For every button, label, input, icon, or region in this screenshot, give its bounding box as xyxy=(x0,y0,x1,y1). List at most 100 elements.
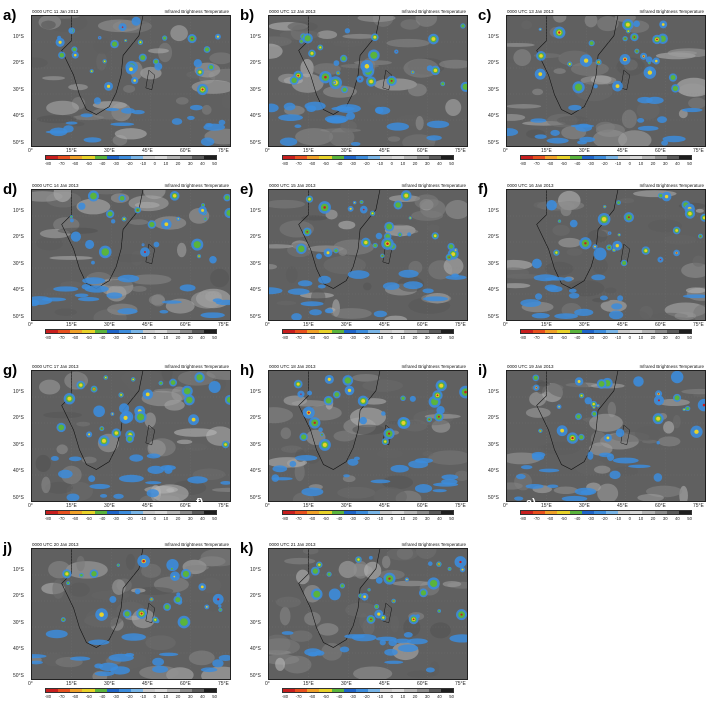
colorbar-swatch xyxy=(82,689,95,692)
colorbar-tick-label: 0 xyxy=(153,516,156,521)
colorbar-swatch xyxy=(58,156,71,159)
latitude-label: 20°S xyxy=(488,60,499,67)
colorbar-swatch xyxy=(307,330,320,333)
colorbar-tick-label: -70 xyxy=(58,516,65,521)
in-map-label: a) xyxy=(526,497,536,509)
colorbar-tick-label: 20 xyxy=(650,161,656,166)
longitude-label: 0° xyxy=(503,148,508,154)
panel-label: d) xyxy=(3,181,18,198)
colorbar-tick-label: -80 xyxy=(45,161,52,166)
colorbar-tick-label: 0 xyxy=(153,161,156,166)
colorbar-tick-label: 30 xyxy=(187,335,193,340)
colorbar-tick-label: -40 xyxy=(99,516,106,521)
colorbar-swatch xyxy=(143,156,156,159)
longitude-label: 45°E xyxy=(142,322,153,328)
latitude-label: 50°S xyxy=(13,672,24,679)
colorbar xyxy=(45,329,217,334)
colorbar-swatch xyxy=(46,689,59,692)
colorbar-tick-label: 0 xyxy=(628,516,631,521)
latitude-label: 40°S xyxy=(13,113,24,120)
colorbar-tick-label: -40 xyxy=(574,161,581,166)
colorbar-tick-label: 20 xyxy=(412,161,418,166)
longitude-label: 30°E xyxy=(104,681,115,687)
colorbar-tick-label: -40 xyxy=(336,694,343,699)
infrared-map xyxy=(268,15,468,147)
colorbar-tick-label: -20 xyxy=(126,161,133,166)
colorbar-swatch xyxy=(392,156,405,159)
colorbar-ticks: -80 -70 -60 -50 -40 -30 -20 -10 0 10 20 30 40 50 xyxy=(282,161,454,166)
colorbar-swatch xyxy=(416,330,429,333)
colorbar-swatch xyxy=(428,511,441,514)
colorbar-swatch xyxy=(155,330,168,333)
longitude-label: 75°E xyxy=(693,322,704,328)
colorbar-swatch xyxy=(545,330,558,333)
colorbar-tick-label: 10 xyxy=(163,335,169,340)
colorbar xyxy=(282,155,454,160)
colorbar-tick-label: -60 xyxy=(72,516,79,521)
colorbar-ticks: -80 -70 -60 -50 -40 -30 -20 -10 0 10 20 30 40 50 xyxy=(520,161,692,166)
colorbar-swatch xyxy=(533,156,546,159)
panel-title: Infrared Brightness Temperature xyxy=(401,364,466,369)
colorbar-swatch xyxy=(367,156,381,159)
panel-label: b) xyxy=(240,7,255,24)
panel-date: 0000 UTC 16 Jan 2013 xyxy=(507,183,554,188)
longitude-label: 15°E xyxy=(541,148,552,154)
colorbar-tick-label: -60 xyxy=(72,161,79,166)
colorbar-tick-label: -30 xyxy=(349,161,356,166)
longitude-label: 0° xyxy=(503,503,508,509)
panel-date: 0000 UTC 14 Jan 2013 xyxy=(32,183,79,188)
colorbar-swatch xyxy=(106,156,119,159)
longitude-label: 75°E xyxy=(218,503,229,509)
colorbar-tick-label: -20 xyxy=(601,335,608,340)
infrared-map xyxy=(31,548,231,680)
satellite-panel: e) 0000 UTC 15 Jan 2013 Infrared Brightnes… xyxy=(240,182,472,352)
longitude-label: 0° xyxy=(28,503,33,509)
colorbar-tick-label: 30 xyxy=(424,694,430,699)
colorbar-swatch xyxy=(654,156,667,159)
colorbar-swatch xyxy=(118,689,131,692)
longitude-label: 30°E xyxy=(579,322,590,328)
latitude-label: 10°S xyxy=(13,567,24,573)
colorbar-swatch xyxy=(581,511,594,514)
colorbar-tick-label: -10 xyxy=(140,335,147,340)
longitude-label: 60°E xyxy=(417,681,428,687)
colorbar-swatch xyxy=(630,330,643,333)
colorbar-tick-label: 20 xyxy=(650,335,656,340)
colorbar-swatch xyxy=(143,689,156,692)
panel-title: Infrared Brightness Temperature xyxy=(639,183,704,188)
colorbar-tick-label: -50 xyxy=(85,694,92,699)
colorbar-swatch xyxy=(642,156,655,159)
colorbar-tick-label: -10 xyxy=(615,516,622,521)
longitude-label: 30°E xyxy=(341,503,352,509)
colorbar-swatch xyxy=(440,330,453,333)
colorbar-swatch xyxy=(605,156,619,159)
colorbar-swatch xyxy=(605,330,619,333)
colorbar-tick-label: 30 xyxy=(187,161,193,166)
latitude-label: 20°S xyxy=(250,60,261,67)
colorbar xyxy=(45,155,217,160)
colorbar-swatch xyxy=(618,511,631,514)
colorbar-swatch xyxy=(167,511,180,514)
colorbar-swatch xyxy=(678,511,691,514)
colorbar-swatch xyxy=(179,511,192,514)
colorbar-tick-label: 30 xyxy=(424,335,430,340)
satellite-panel: j) 0000 UTC 20 Jan 2013 Infrared Brightnes… xyxy=(3,541,235,711)
colorbar-swatch xyxy=(307,156,320,159)
colorbar-tick-label: 40 xyxy=(675,161,680,166)
colorbar-swatch xyxy=(155,511,168,514)
latitude-label: 50°S xyxy=(488,139,499,146)
colorbar-swatch xyxy=(155,689,168,692)
colorbar-swatch xyxy=(440,156,453,159)
panel-label: h) xyxy=(240,362,255,379)
colorbar-swatch xyxy=(355,330,368,333)
colorbar-swatch xyxy=(331,156,344,159)
colorbar-swatch xyxy=(557,511,570,514)
latitude-label: 20°S xyxy=(13,60,24,67)
colorbar-swatch xyxy=(94,330,107,333)
colorbar-swatch xyxy=(191,689,204,692)
panel-title: Infrared Brightness Temperature xyxy=(164,183,229,188)
colorbar-swatch xyxy=(70,330,83,333)
longitude-label: 0° xyxy=(265,681,270,687)
colorbar-ticks: -80 -70 -60 -50 -40 -30 -20 -10 0 10 20 30 40 50 xyxy=(282,694,454,699)
latitude-label: 20°S xyxy=(13,593,24,600)
